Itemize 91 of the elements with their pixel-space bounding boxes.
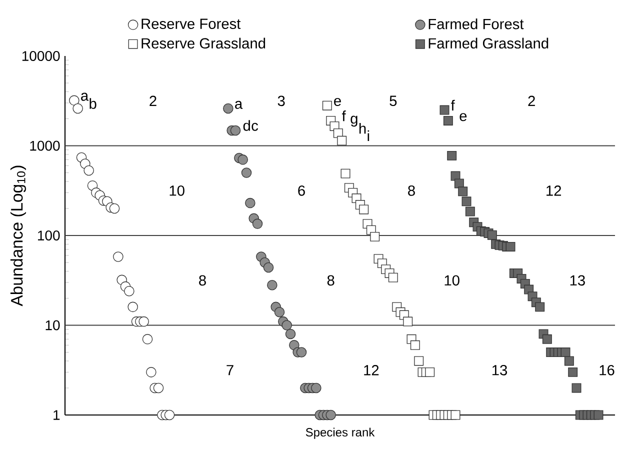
point xyxy=(560,348,570,358)
data-label: a xyxy=(81,92,89,101)
annotation: 16 xyxy=(600,364,614,376)
point xyxy=(326,410,336,420)
y-tick-label: 10 xyxy=(46,320,60,330)
point xyxy=(568,367,578,377)
legend-label: Reserve Forest xyxy=(142,18,241,29)
point xyxy=(113,252,124,262)
point xyxy=(267,280,278,290)
annotation: 10 xyxy=(170,185,184,196)
point xyxy=(388,272,398,282)
data-label: e xyxy=(460,113,467,122)
point xyxy=(142,334,153,344)
point xyxy=(241,168,252,178)
x-axis-title: Species rank xyxy=(306,428,375,439)
point xyxy=(414,356,424,366)
annotation: 3 xyxy=(278,96,285,106)
point xyxy=(443,116,453,126)
point xyxy=(252,218,263,229)
point xyxy=(138,316,149,327)
point xyxy=(572,383,582,393)
point xyxy=(450,410,460,420)
data-label: f xyxy=(450,100,455,110)
point xyxy=(153,382,164,394)
annotation: 13 xyxy=(570,275,585,286)
point xyxy=(296,347,307,358)
point xyxy=(72,103,83,114)
point xyxy=(109,203,120,214)
point xyxy=(403,316,413,326)
legend-label: Farmed Grassland xyxy=(428,38,548,49)
point xyxy=(238,154,248,165)
point xyxy=(487,230,497,240)
point xyxy=(440,105,450,115)
point xyxy=(124,286,134,296)
point xyxy=(223,103,234,114)
data-label: e xyxy=(334,98,341,106)
point xyxy=(370,232,380,242)
annotation: 10 xyxy=(444,275,460,286)
annotation: 7 xyxy=(226,365,234,376)
point xyxy=(425,367,435,377)
point xyxy=(263,262,274,273)
point xyxy=(340,168,350,178)
point xyxy=(245,198,256,208)
point xyxy=(462,196,472,206)
point xyxy=(322,100,332,110)
annotation: 13 xyxy=(492,364,508,376)
annotation: 8 xyxy=(408,185,415,196)
annotation: 2 xyxy=(528,96,535,106)
point xyxy=(285,328,296,340)
point xyxy=(311,382,322,394)
data-label: c xyxy=(252,122,258,131)
data-label: i xyxy=(368,130,370,142)
point xyxy=(230,125,241,136)
point xyxy=(447,150,457,160)
point xyxy=(535,302,545,312)
point xyxy=(465,206,475,216)
point xyxy=(164,410,175,420)
point xyxy=(146,367,156,378)
data-label: a xyxy=(235,100,243,109)
legend-label: Farmed Forest xyxy=(428,18,524,30)
y-tick-label: 100 xyxy=(38,230,60,240)
point xyxy=(128,302,138,312)
point xyxy=(274,307,285,318)
y-axis-title: Abundance (Log$_{10}$) xyxy=(10,166,26,306)
data-label: g xyxy=(350,116,358,127)
point xyxy=(337,136,347,146)
annotation: 8 xyxy=(199,275,206,286)
annotation: 6 xyxy=(298,185,305,196)
annotation: 8 xyxy=(327,275,334,286)
data-label: b xyxy=(90,98,96,109)
annotation: 12 xyxy=(546,186,562,196)
point xyxy=(359,204,369,214)
point xyxy=(458,186,468,196)
point xyxy=(282,320,292,330)
point xyxy=(564,356,574,366)
annotation: 5 xyxy=(390,96,397,106)
legend-label: Reserve Grassland xyxy=(142,38,266,49)
data-label: f xyxy=(342,110,346,122)
point xyxy=(410,340,420,350)
point xyxy=(506,242,516,252)
point xyxy=(69,95,80,106)
data-label: d xyxy=(243,120,250,131)
point xyxy=(542,334,552,344)
y-tick-label: 10000 xyxy=(22,51,60,61)
point xyxy=(84,165,94,176)
annotation: 2 xyxy=(150,96,156,106)
data-label: h xyxy=(359,122,366,134)
y-tick-label: 1000 xyxy=(30,140,60,151)
point xyxy=(594,410,604,420)
annotation: 12 xyxy=(364,365,379,376)
y-tick-label: 1 xyxy=(54,410,60,420)
